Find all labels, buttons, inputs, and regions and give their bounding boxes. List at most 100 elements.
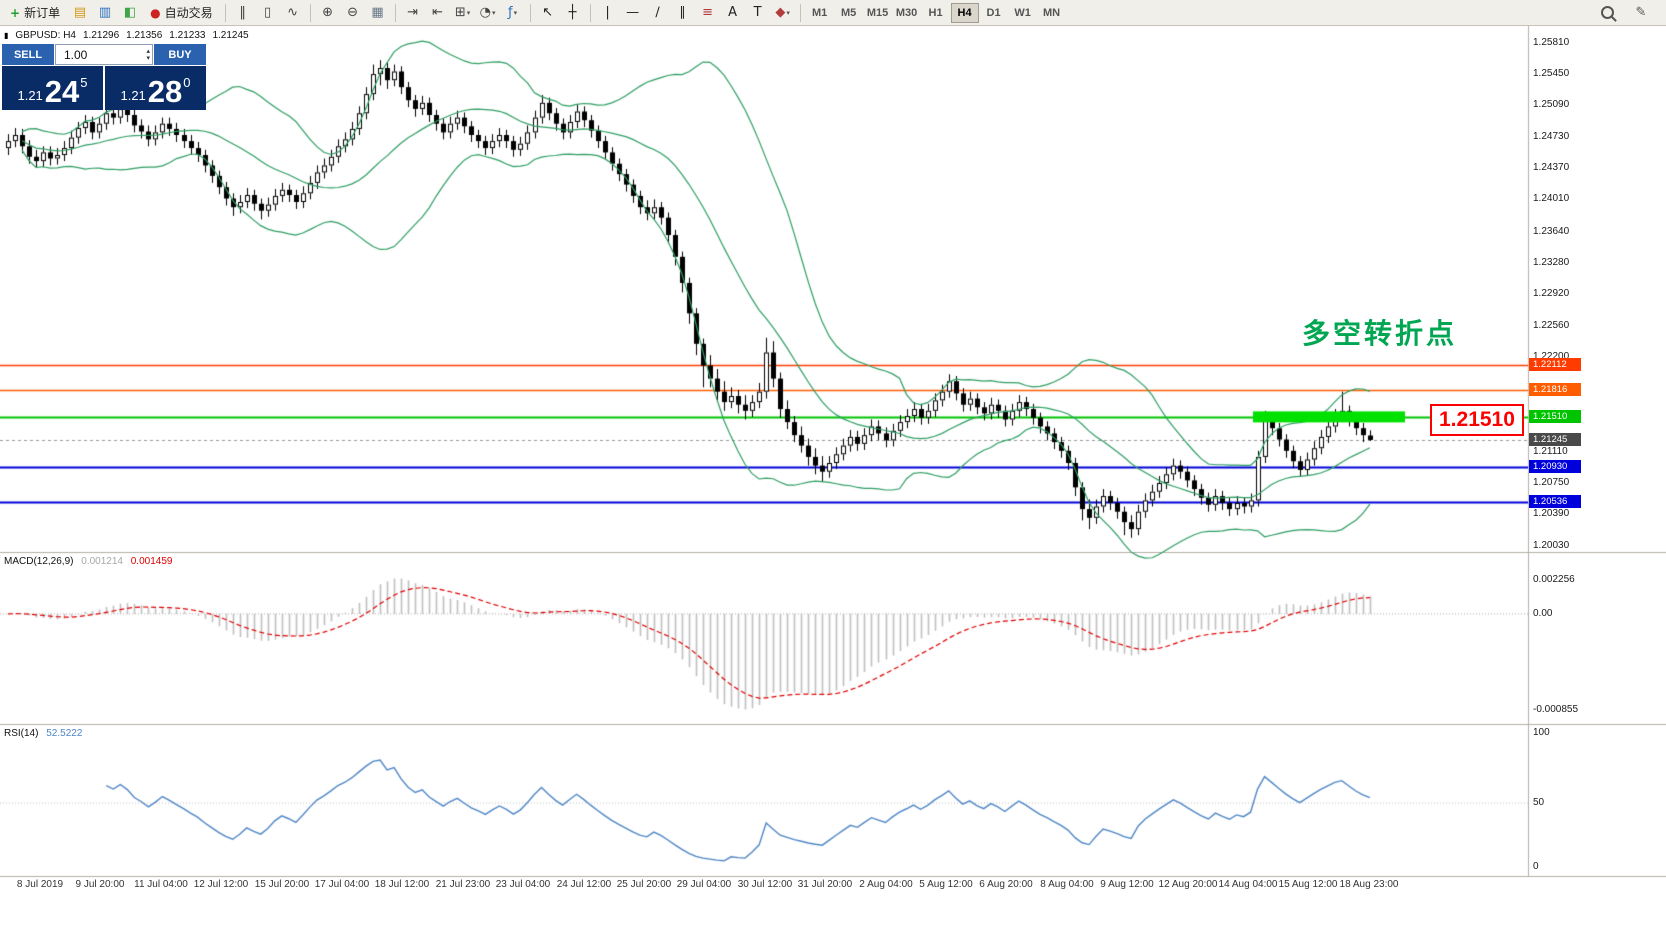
timeframe-w1-button[interactable]: W1 [1009, 3, 1037, 23]
turning-point-annotation: 多空转折点 [1302, 318, 1458, 349]
tile-windows-icon[interactable]: ▦ [366, 2, 390, 24]
buy-price-small: 1.21 [120, 88, 146, 103]
timeframe-m30-button[interactable]: M30 [893, 3, 921, 23]
profiles-icon[interactable]: ◔ ▾ [476, 2, 500, 24]
buy-price[interactable]: 1.21 28 0 [105, 66, 206, 110]
timeframe-h4-button[interactable]: H4 [950, 2, 979, 23]
toolbar-separator [589, 3, 591, 22]
line-chart-icon[interactable]: ∿ [281, 2, 305, 24]
time-axis-label: 8 Jul 2019 [16, 879, 64, 890]
autotrading-button-glyph: ● [150, 5, 161, 20]
timeframe-m15-button[interactable]: M15 [864, 3, 892, 23]
time-axis-label: 17 Jul 04:00 [314, 879, 370, 890]
trendline-icon[interactable]: ∕ [646, 2, 670, 24]
ohlc-low: 1.21233 [169, 30, 206, 41]
time-axis-label: 18 Jul 12:00 [374, 879, 430, 890]
candlestick-icon[interactable]: ▯ [256, 2, 280, 24]
dropdown-arrow-icon: ▾ [786, 8, 790, 17]
rsi-value: 52.5222 [46, 728, 83, 739]
navigator-icon[interactable]: ◧ [118, 2, 142, 24]
toolbar-separator [799, 3, 801, 22]
ohlc-open: 1.21296 [82, 30, 120, 41]
horizontal-line-icon[interactable]: — [621, 2, 645, 24]
charts-icon[interactable]: ▤ [68, 2, 92, 24]
time-axis-label: 23 Jul 04:00 [495, 879, 551, 890]
timeframe-mn-button[interactable]: MN [1038, 3, 1066, 23]
autotrading-button[interactable]: ● 自动交易 [143, 2, 220, 24]
price-axis-label: 1.24730 [1533, 131, 1570, 142]
sell-button[interactable]: SELL [2, 44, 54, 65]
text-icon[interactable]: A [721, 2, 745, 24]
dropdown-arrow-icon: ▾ [466, 8, 471, 17]
timeframe-m5-button[interactable]: M5 [835, 3, 863, 23]
toolbar: + 新订单 ▤ ▥ ◧ ● 自动交易 ‖ ▯ ∿ ⊕ ⊖ ▦ ⇥ ⇤ ⊞ ▾ ◔ ▾ ƒ ▾ ↖ ┼ | — ∕ ∥ ≡ A T ◆ ▾ M1 M… [0, 0, 1666, 26]
symbol-info: ▮ GBPUSD: H4 1.21296 1.21356 1.21233 1.2… [4, 30, 249, 41]
price-axis-label: 1.20030 [1533, 540, 1570, 551]
toolbar-separator [529, 3, 531, 22]
edit-icon-glyph: ✎ [1635, 5, 1647, 20]
rsi-indicator-label: RSI(14) 52.5222 [4, 728, 82, 739]
volume-input[interactable]: 1.00 ▴ ▾ [55, 44, 153, 65]
label-icon[interactable]: T [746, 2, 770, 24]
crosshair-icon[interactable]: ┼ [561, 2, 585, 24]
fibonacci-icon[interactable]: ≡ [696, 2, 720, 24]
zoom-out-icon[interactable]: ⊖ [341, 2, 365, 24]
search-icon-glyph [1600, 6, 1614, 19]
crosshair-icon-glyph: ┼ [568, 5, 577, 20]
time-axis-label: 15 Jul 20:00 [254, 879, 310, 890]
edit-icon[interactable]: ✎ [1629, 2, 1653, 24]
chart-symbol-icon: ▮ [4, 31, 9, 40]
one-click-trading-panel: SELL 1.00 ▴ ▾ BUY 1.21 24 5 1.21 28 0 [2, 44, 206, 110]
chart-shift-icon-glyph: ⇤ [432, 5, 444, 20]
price-axis-label: 1.22200 [1533, 351, 1570, 362]
price-axis-label: 1.24010 [1533, 193, 1570, 204]
macd-axis-zero: 0.00 [1533, 608, 1553, 619]
sell-price[interactable]: 1.21 24 5 [2, 66, 103, 110]
timeframe-m1-button[interactable]: M1 [806, 3, 834, 23]
volume-down-button[interactable]: ▾ [146, 54, 150, 62]
macd-value-1: 0.001214 [81, 556, 123, 567]
cursor-icon[interactable]: ↖ [536, 2, 560, 24]
toolbar-separator [224, 3, 226, 22]
search-icon[interactable] [1595, 2, 1619, 24]
buy-button[interactable]: BUY [154, 44, 206, 65]
ohlc-high: 1.21356 [126, 30, 163, 41]
time-axis-label: 6 Aug 20:00 [979, 879, 1033, 890]
timeframe-h1-button[interactable]: H1 [922, 3, 950, 23]
bar-chart-icon[interactable]: ‖ [231, 2, 255, 24]
vertical-line-icon[interactable]: | [596, 2, 620, 24]
time-axis-label: 21 Jul 23:00 [435, 879, 491, 890]
new-order-button[interactable]: + 新订单 [3, 2, 67, 24]
new-chart-icon[interactable]: ⊞ ▾ [451, 2, 475, 24]
navigator-icon-glyph: ◧ [123, 5, 137, 20]
zoom-in-icon-glyph: ⊕ [322, 5, 334, 20]
time-axis-label: 29 Jul 04:00 [676, 879, 732, 890]
sell-price-small: 1.21 [17, 88, 43, 103]
buy-price-big: 28 [147, 74, 183, 109]
zoom-in-icon[interactable]: ⊕ [316, 2, 340, 24]
market-watch-icon[interactable]: ▥ [93, 2, 117, 24]
new-chart-icon-glyph: ⊞ [454, 5, 466, 20]
chart-shift-icon[interactable]: ⇤ [426, 2, 450, 24]
time-axis-label: 9 Aug 12:00 [1100, 879, 1154, 890]
auto-scroll-icon[interactable]: ⇥ [401, 2, 425, 24]
price-axis-label: 1.23280 [1533, 257, 1570, 268]
sell-price-big: 24 [44, 74, 80, 109]
channel-icon[interactable]: ∥ [671, 2, 695, 24]
toolbar-separator [309, 3, 311, 22]
text-icon-glyph: A [728, 5, 738, 20]
macd-indicator-label: MACD(12,26,9) 0.001214 0.001459 [4, 556, 172, 567]
shapes-icon[interactable]: ◆ ▾ [771, 2, 795, 24]
indicators-icon[interactable]: ƒ ▾ [501, 2, 525, 24]
time-axis-label: 5 Aug 12:00 [919, 879, 973, 890]
macd-axis-max: 0.002256 [1533, 574, 1575, 585]
price-axis-label: 1.25810 [1533, 37, 1570, 48]
autotrading-button-label: 自动交易 [164, 6, 213, 20]
time-axis-label: 30 Jul 12:00 [737, 879, 793, 890]
time-axis-label: 12 Aug 20:00 [1158, 879, 1218, 890]
price-axis-label: 1.25090 [1533, 99, 1570, 110]
volume-up-button[interactable]: ▴ [146, 47, 150, 55]
buy-price-pip: 0 [183, 75, 191, 90]
timeframe-d1-button[interactable]: D1 [980, 3, 1008, 23]
